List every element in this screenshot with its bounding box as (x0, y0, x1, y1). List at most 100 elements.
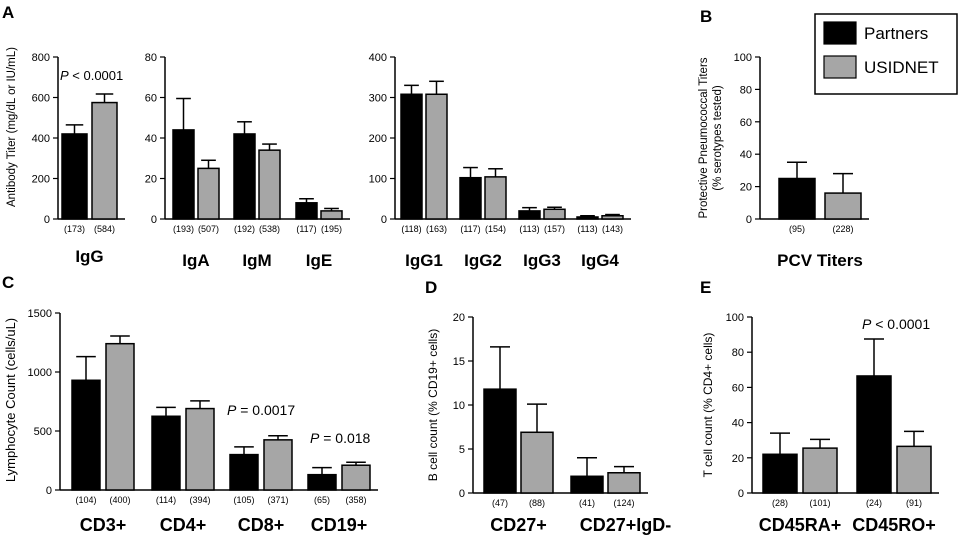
sample-size-label: (193) (173, 224, 194, 234)
panel-b-pcv-titers: B Protective Pneumococcal Titers (% sero… (698, 7, 869, 270)
bar-usidnet (543, 208, 566, 220)
y-tick-label: 100 (734, 52, 752, 64)
panel-letter: A (2, 3, 14, 22)
category-label: IgG (75, 247, 103, 266)
bar-partners (570, 475, 604, 494)
y-tick-label: 400 (369, 52, 387, 64)
y-tick-label: 10 (453, 400, 465, 412)
labels: (47) (88) CD27+ (41) (124) CD27+IgD- (490, 498, 671, 535)
legend: Partners USIDNET (814, 13, 958, 95)
labels: (95) (228) PCV Titers (777, 224, 863, 270)
y-tick-label: 0 (459, 488, 465, 500)
sample-size-label: (157) (544, 224, 565, 234)
bar-partners (172, 129, 195, 220)
sample-size-label: (400) (109, 495, 130, 505)
sample-size-label: (394) (189, 495, 210, 505)
sample-size-label: (28) (772, 498, 788, 508)
panel-d-b-cells: D B cell count (% CD19+ cells) 05101520 … (425, 278, 671, 535)
y-tick-label: 800 (32, 52, 50, 64)
bars (71, 335, 371, 491)
sample-size-label: (101) (809, 498, 830, 508)
sample-size-label: (105) (233, 495, 254, 505)
bar-partners (400, 93, 423, 220)
p-value-annotation: P < 0.0001 (60, 68, 123, 83)
sample-size-label: (538) (259, 224, 280, 234)
y-tick-label: 0 (46, 485, 52, 497)
category-label: IgG2 (464, 251, 502, 270)
p-value-annotation-cd19: P = 0.018 (310, 430, 371, 446)
y-tick-label: 0 (381, 214, 387, 226)
bar-usidnet (105, 342, 135, 491)
bar-partners (576, 216, 599, 220)
bars (400, 80, 624, 220)
bar-usidnet (425, 93, 448, 220)
y-tick-label: 0 (738, 488, 744, 500)
panel-letter: D (425, 278, 437, 297)
legend-label-usidnet: USIDNET (864, 58, 939, 77)
category-label: IgG3 (523, 251, 561, 270)
y-tick-label: 100 (369, 174, 387, 186)
category-label: CD27+ (490, 515, 547, 535)
sample-size-label: (24) (866, 498, 882, 508)
y-tick-label: 300 (369, 93, 387, 105)
bar-partners (483, 388, 517, 494)
sample-size-label: (143) (602, 224, 623, 234)
y-tick-label: 20 (740, 182, 752, 194)
legend-label-partners: Partners (864, 24, 928, 43)
panel-letter: B (700, 7, 712, 26)
sample-size-label: (104) (75, 495, 96, 505)
y-tick-label: 200 (369, 133, 387, 145)
bar-partners (71, 379, 101, 491)
sample-size-label: (163) (426, 224, 447, 234)
bar-usidnet (601, 215, 624, 220)
bar-partners (307, 473, 337, 491)
y-tick-label: 0 (151, 214, 157, 226)
panel-letter: E (700, 278, 711, 297)
sample-size-label: (358) (345, 495, 366, 505)
bar-usidnet (197, 167, 220, 220)
y-tick-label: 80 (740, 84, 752, 96)
p-value-annotation: P < 0.0001 (862, 316, 930, 332)
bar-usidnet (802, 447, 838, 494)
bar-usidnet (91, 101, 118, 220)
category-label: CD3+ (80, 515, 127, 535)
panel-e-t-cells: E T cell count (% CD4+ cells) 0 20 40 60 80 1… (700, 278, 939, 535)
legend-swatch-usidnet (823, 55, 857, 79)
bar-partners (518, 210, 541, 220)
sample-size-label: (228) (832, 224, 853, 234)
bar-partners (61, 133, 88, 220)
y-axis-label-secondary: (% serotypes tested) (712, 85, 724, 191)
bar-usidnet (320, 210, 343, 220)
sample-size-label: (113) (577, 224, 597, 234)
bars (762, 338, 932, 494)
panel-a-igg: A Antibody Titer (mg/dL or IU/mL) 0 200 40… (2, 3, 125, 266)
y-tick-label: 20 (453, 312, 465, 324)
sample-size-label: (118) (401, 224, 421, 234)
y-tick-label: 1000 (28, 367, 52, 379)
sample-size-label: (114) (156, 495, 176, 505)
category-label: CD4+ (160, 515, 207, 535)
bar-partners (762, 453, 798, 494)
bar-usidnet (341, 464, 371, 491)
bar-partners (295, 202, 318, 220)
sample-size-label: (117) (296, 224, 316, 234)
bar-partners (233, 133, 256, 220)
y-tick-label: 600 (32, 93, 50, 105)
y-tick-label: 100 (726, 312, 744, 324)
y-tick-label: 40 (145, 133, 157, 145)
axes: 0 20 40 60 80 100 (726, 312, 939, 500)
sample-size-label: (192) (234, 224, 255, 234)
labels: (173) (584) IgG (64, 224, 115, 266)
bars (61, 93, 118, 220)
sample-size-label: (173) (64, 224, 85, 234)
category-label: CD19+ (311, 515, 368, 535)
y-tick-label: 20 (145, 174, 157, 186)
category-label: PCV Titers (777, 251, 863, 270)
bar-usidnet (484, 176, 507, 220)
y-axis-label: B cell count (% CD19+ cells) (426, 329, 440, 481)
legend-swatch-partners (823, 21, 857, 45)
panel-c-lymphocytes: C Lymphocyte Count (cells/uL) 0 500 1000 15… (2, 273, 378, 535)
bar-partners (229, 453, 259, 491)
category-label: CD8+ (238, 515, 285, 535)
